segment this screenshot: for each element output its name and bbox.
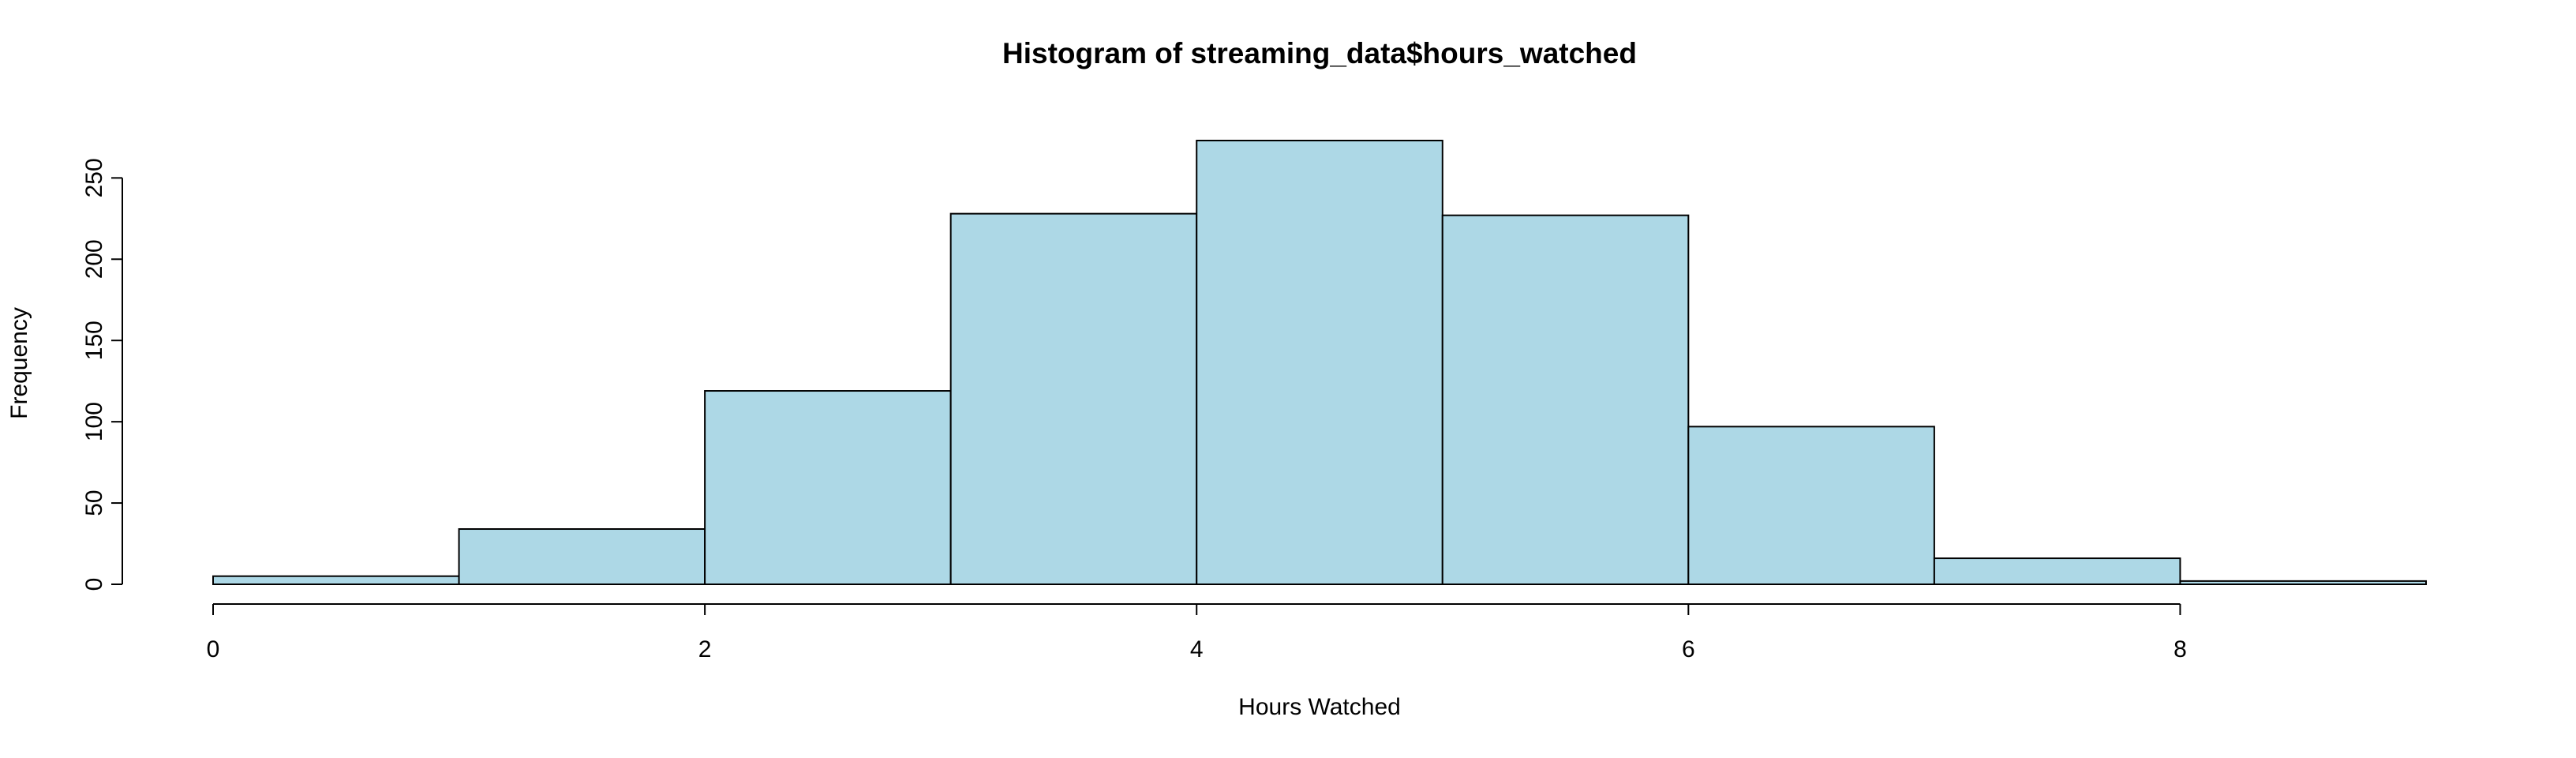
histogram-bar-0 [212, 575, 460, 586]
x-axis: 0 2 4 6 8 [207, 603, 2187, 662]
y-tick-label-4: 200 [81, 239, 107, 279]
chart-title: Histogram of streaming_data$hours_watche… [1002, 37, 1637, 69]
y-tick-label-3: 150 [81, 321, 107, 360]
x-tick-label-0: 0 [207, 636, 220, 662]
x-tick-label-1: 2 [698, 636, 712, 662]
x-axis-label: Hours Watched [1238, 694, 1401, 720]
histogram-bar-1 [458, 528, 706, 585]
y-tick-label-0: 0 [81, 578, 107, 591]
x-tick-label-4: 8 [2174, 636, 2187, 662]
y-tick-label-2: 100 [81, 402, 107, 441]
histogram-bar-3 [949, 212, 1198, 585]
histogram-bar-8 [2179, 580, 2427, 586]
histogram-bar-2 [704, 390, 952, 585]
bars-layer [212, 140, 2427, 586]
y-axis-label: Frequency [6, 307, 32, 419]
histogram-bar-6 [1687, 426, 1935, 585]
x-tick-label-3: 6 [1682, 636, 1695, 662]
histogram-bar-5 [1441, 214, 1690, 585]
x-tick-label-2: 4 [1190, 636, 1204, 662]
y-axis: 0 50 100 150 200 250 [81, 158, 123, 591]
y-tick-label-1: 50 [81, 490, 107, 516]
histogram-bar-4 [1196, 140, 1443, 585]
y-tick-label-5: 250 [81, 158, 107, 197]
histogram-bar-7 [1933, 557, 2181, 585]
